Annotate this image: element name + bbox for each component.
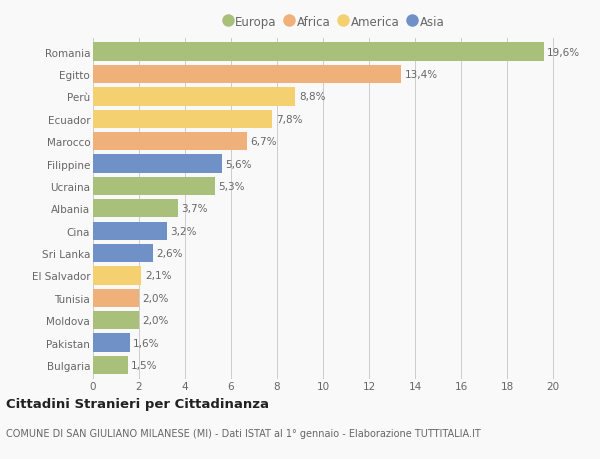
Bar (93, 244, 153, 263)
Bar (93, 289, 139, 308)
Bar (93, 334, 130, 352)
Bar (93, 88, 295, 106)
Text: 3,7%: 3,7% (182, 204, 208, 214)
Text: 2,0%: 2,0% (142, 293, 169, 303)
Text: 13,4%: 13,4% (404, 70, 438, 80)
Text: 19,6%: 19,6% (547, 47, 580, 57)
Bar (93, 43, 544, 62)
Text: 2,6%: 2,6% (156, 248, 183, 258)
Text: Cittadini Stranieri per Cittadinanza: Cittadini Stranieri per Cittadinanza (6, 397, 269, 410)
Text: 8,8%: 8,8% (299, 92, 325, 102)
Text: COMUNE DI SAN GIULIANO MILANESE (MI) - Dati ISTAT al 1° gennaio - Elaborazione T: COMUNE DI SAN GIULIANO MILANESE (MI) - D… (6, 428, 481, 438)
Text: 2,0%: 2,0% (142, 316, 169, 325)
Bar (93, 133, 247, 151)
Text: 7,8%: 7,8% (276, 114, 302, 124)
Bar (93, 200, 178, 218)
Text: 1,6%: 1,6% (133, 338, 160, 348)
Bar (93, 222, 167, 241)
Text: 5,3%: 5,3% (218, 181, 245, 191)
Legend: Europa, Africa, America, Asia: Europa, Africa, America, Asia (225, 16, 444, 29)
Text: 3,2%: 3,2% (170, 226, 197, 236)
Text: 5,6%: 5,6% (225, 159, 252, 169)
Bar (93, 66, 401, 84)
Text: 2,1%: 2,1% (145, 271, 171, 281)
Bar (93, 177, 215, 196)
Bar (93, 267, 142, 285)
Bar (93, 110, 272, 129)
Text: 6,7%: 6,7% (251, 137, 277, 147)
Text: 1,5%: 1,5% (131, 360, 157, 370)
Bar (93, 356, 128, 375)
Bar (93, 155, 222, 174)
Bar (93, 311, 139, 330)
